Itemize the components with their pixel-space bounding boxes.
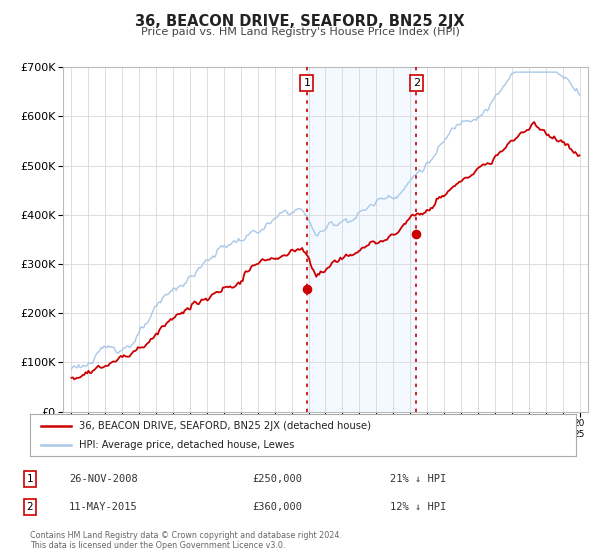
Text: £360,000: £360,000 (252, 502, 302, 512)
Text: 26-NOV-2008: 26-NOV-2008 (69, 474, 138, 484)
Point (412, 230, 421, 239)
Point (302, 284, 311, 293)
Text: £250,000: £250,000 (252, 474, 302, 484)
Text: 21% ↓ HPI: 21% ↓ HPI (390, 474, 446, 484)
Text: 36, BEACON DRIVE, SEAFORD, BN25 2JX: 36, BEACON DRIVE, SEAFORD, BN25 2JX (135, 14, 465, 29)
Bar (307, 67, 416, 412)
Text: 1: 1 (26, 474, 34, 484)
Text: Price paid vs. HM Land Registry's House Price Index (HPI): Price paid vs. HM Land Registry's House … (140, 27, 460, 37)
Text: Contains HM Land Registry data © Crown copyright and database right 2024.
This d: Contains HM Land Registry data © Crown c… (30, 531, 342, 550)
Text: 1: 1 (304, 78, 310, 88)
Text: HPI: Average price, detached house, Lewes: HPI: Average price, detached house, Lewe… (79, 440, 295, 450)
Text: 11-MAY-2015: 11-MAY-2015 (69, 502, 138, 512)
Text: 36, BEACON DRIVE, SEAFORD, BN25 2JX (detached house): 36, BEACON DRIVE, SEAFORD, BN25 2JX (det… (79, 421, 371, 431)
Text: 2: 2 (413, 78, 420, 88)
Text: 12% ↓ HPI: 12% ↓ HPI (390, 502, 446, 512)
Text: 2: 2 (26, 502, 34, 512)
